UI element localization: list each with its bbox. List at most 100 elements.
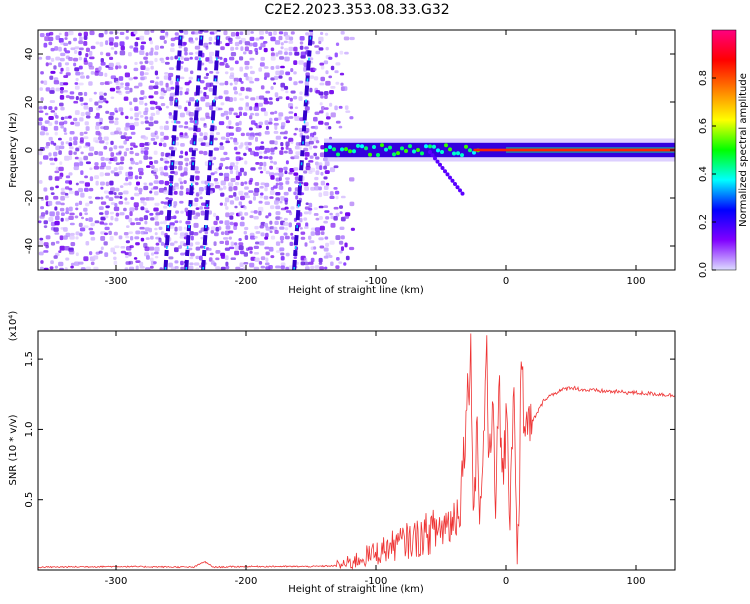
spectrogram-cell bbox=[224, 197, 230, 203]
spectrogram-cell bbox=[93, 255, 99, 260]
spectrogram-cell bbox=[59, 57, 65, 62]
spectrogram-cell bbox=[204, 67, 208, 71]
spectrogram-cell bbox=[295, 195, 299, 200]
tone-band-blob bbox=[456, 151, 460, 156]
spectrogram-cell bbox=[159, 157, 164, 162]
spectrogram-cell bbox=[113, 192, 117, 196]
spectrogram-cell bbox=[179, 181, 184, 185]
spectrogram-cell bbox=[214, 232, 219, 237]
spectrogram-cell bbox=[223, 237, 229, 240]
spectrogram-cell bbox=[49, 75, 54, 80]
spectrogram-cell bbox=[315, 161, 319, 166]
x-tick-label: -200 bbox=[235, 276, 258, 287]
spectrogram-cell bbox=[50, 241, 56, 246]
spectrogram-cell bbox=[138, 160, 143, 164]
spectrogram-cell bbox=[50, 57, 55, 62]
spectrogram-cell bbox=[158, 107, 162, 111]
spectrogram-cell bbox=[60, 191, 66, 195]
spectrogram-cell bbox=[258, 67, 263, 72]
spectrogram-cell bbox=[338, 261, 343, 264]
spectrogram-cell bbox=[144, 30, 150, 35]
spectrogram-cell bbox=[54, 157, 58, 162]
spectrogram-cell bbox=[118, 192, 123, 196]
spectrogram-cell bbox=[203, 76, 209, 79]
colorbar-ticks: 0.00.20.40.60.8 bbox=[698, 70, 716, 278]
spectrogram-cell bbox=[315, 50, 321, 55]
spectrogram-cell bbox=[264, 246, 270, 250]
spectrogram-cell bbox=[194, 56, 199, 61]
spectrogram-cell bbox=[116, 127, 121, 132]
spectrogram-cell bbox=[140, 237, 145, 242]
spectrogram-cell bbox=[204, 142, 210, 147]
spectrogram-cell bbox=[148, 227, 153, 233]
spectrogram-cell bbox=[303, 66, 308, 72]
spectrogram-cell bbox=[218, 107, 223, 111]
spectrogram-cell bbox=[214, 171, 218, 174]
spectrogram-cell bbox=[154, 251, 159, 255]
spectrogram-cell bbox=[335, 120, 341, 124]
spectrogram-cell bbox=[220, 112, 225, 117]
spectrogram-cell bbox=[134, 152, 140, 156]
spectrogram-cell bbox=[284, 85, 289, 90]
spectrogram-cell bbox=[113, 42, 119, 48]
spectrogram-cell bbox=[160, 171, 165, 176]
spectrogram-cell bbox=[75, 77, 79, 82]
spectrogram-cell bbox=[269, 140, 275, 145]
spectrogram-cell bbox=[183, 135, 189, 139]
spectrogram-cell bbox=[150, 137, 156, 141]
spectrogram-cell bbox=[180, 266, 185, 270]
spectrogram-cell bbox=[109, 31, 114, 35]
spectrogram-cell bbox=[128, 136, 133, 140]
spectrogram-cell bbox=[130, 222, 136, 226]
spectrogram-cell bbox=[318, 162, 323, 167]
spectrogram-cell bbox=[308, 261, 314, 265]
spectrogram-cell bbox=[229, 75, 235, 80]
spectrogram-cell bbox=[63, 132, 68, 135]
spectrogram-cell bbox=[200, 142, 207, 146]
spectrogram-cell bbox=[219, 145, 225, 151]
spectrogram-cell bbox=[178, 165, 183, 171]
tone-band-blob bbox=[412, 149, 416, 154]
spectrogram-cell bbox=[99, 121, 103, 125]
spectrogram-cell bbox=[293, 60, 298, 66]
spectrogram-cell bbox=[228, 230, 234, 234]
spectrogram-cell bbox=[68, 187, 73, 191]
spectrogram-cell bbox=[233, 141, 239, 145]
spectrogram-cell bbox=[335, 62, 341, 66]
spectrogram-cell bbox=[285, 266, 290, 270]
spectrogram-cell bbox=[68, 172, 73, 176]
spectrogram-cell bbox=[120, 246, 126, 249]
spectrogram-cell bbox=[103, 190, 109, 194]
tone-band-blob bbox=[464, 144, 468, 149]
spectrogram-cell bbox=[58, 62, 62, 68]
spectrogram-cell bbox=[233, 146, 238, 151]
spectrogram-cell bbox=[60, 67, 64, 72]
spectrogram-cell bbox=[234, 60, 239, 65]
spectrogram-cell bbox=[48, 122, 53, 126]
spectrogram-cell bbox=[100, 156, 105, 161]
spectrogram-cell bbox=[74, 261, 80, 266]
spectrogram-cell bbox=[200, 210, 205, 216]
spectrogram-cell bbox=[154, 232, 158, 236]
spectrogram-cell bbox=[245, 75, 249, 81]
spectrogram-cell bbox=[340, 235, 345, 240]
spectrogram-cell bbox=[199, 117, 206, 121]
spectrogram-cell bbox=[270, 55, 276, 61]
spectrogram-cell bbox=[78, 40, 84, 45]
spectrogram-cell bbox=[310, 231, 315, 236]
spectrogram-cell bbox=[174, 260, 179, 264]
spectrogram-cell bbox=[288, 111, 294, 114]
spectrogram-cell bbox=[294, 116, 300, 121]
spectrogram-cell bbox=[230, 257, 236, 261]
spectrogram-cell bbox=[244, 60, 250, 66]
spectrogram-cell bbox=[289, 106, 294, 110]
spectrogram-cell bbox=[58, 166, 64, 172]
spectrogram-cell bbox=[270, 86, 274, 90]
snr-background bbox=[38, 331, 675, 570]
spectrogram-cell bbox=[285, 120, 291, 124]
spectrogram-cell bbox=[325, 80, 331, 86]
spectrogram-cell bbox=[213, 147, 220, 151]
spectrogram-cell bbox=[163, 220, 167, 225]
spectrogram-cell bbox=[103, 145, 108, 150]
spectrogram-cell bbox=[99, 212, 104, 215]
